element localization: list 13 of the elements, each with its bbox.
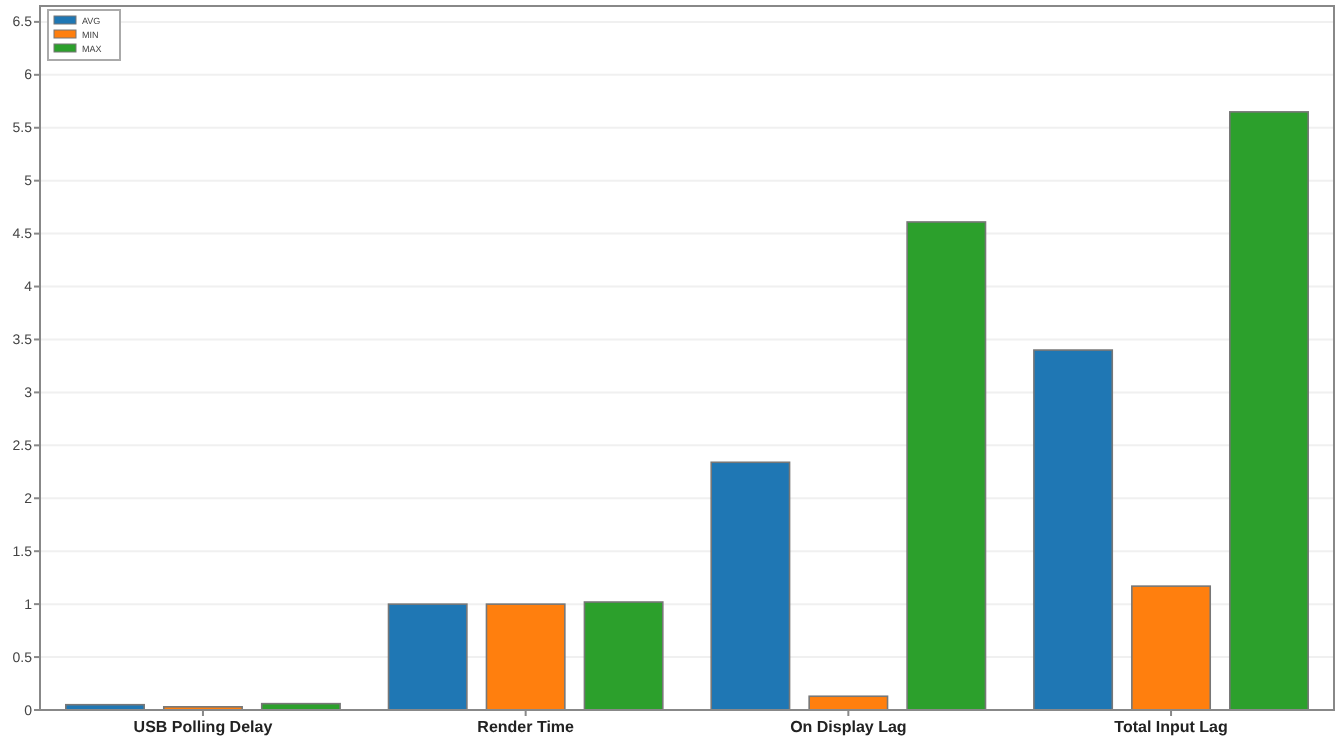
bar [906,221,987,711]
bar [1131,585,1212,711]
x-tick-label: USB Polling Delay [133,718,274,736]
x-tick-label: On Display Lag [790,718,907,736]
bar [583,601,664,711]
x-tick-label: Render Time [477,718,576,736]
bar [387,603,468,711]
bar [808,695,889,711]
bar [485,603,566,711]
x-tick-label: Total Input Lag [1114,718,1228,736]
bar [710,461,791,711]
bar [1229,111,1309,711]
bar [1033,349,1114,711]
